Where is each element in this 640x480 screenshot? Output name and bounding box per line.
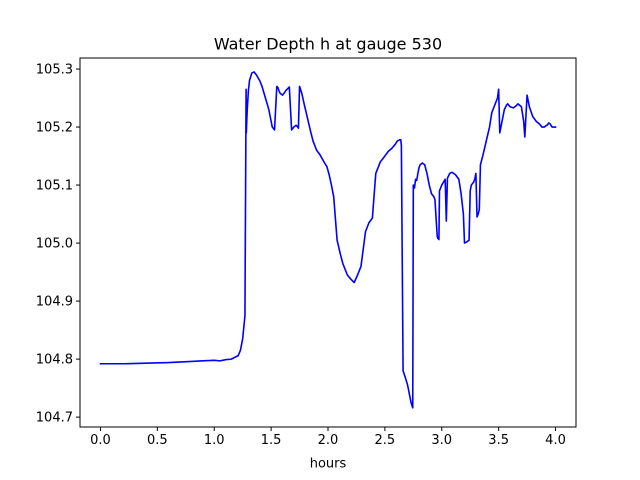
chart-title: Water Depth h at gauge 530 — [214, 35, 442, 54]
x-axis: 0.0 0.5 1.0 1.5 2.0 2.5 3.0 3.5 4.0 — [90, 427, 566, 448]
y-tick-label: 105.2 — [36, 121, 73, 136]
y-tick-label: 105.3 — [36, 63, 73, 78]
x-tick-label: 3.0 — [431, 433, 452, 448]
y-tick-label: 104.9 — [36, 295, 73, 310]
series-line-0 — [99, 71, 557, 409]
y-tick-label: 105.1 — [36, 179, 73, 194]
x-tick-label: 1.0 — [204, 433, 225, 448]
y-tick-label: 104.8 — [36, 353, 73, 368]
x-tick-label: 2.5 — [375, 433, 396, 448]
y-tick-label: 105.0 — [36, 237, 73, 252]
x-tick-label: 0.5 — [147, 433, 168, 448]
x-tick-label: 0.0 — [90, 433, 111, 448]
x-tick-label: 2.0 — [318, 433, 339, 448]
y-axis: 104.7 104.8 104.9 105.0 105.1 105.2 105.3 — [36, 63, 80, 426]
x-axis-label: hours — [310, 457, 347, 472]
series-layer — [99, 71, 557, 409]
x-tick-label: 3.5 — [488, 433, 509, 448]
x-tick-label: 1.5 — [261, 433, 282, 448]
x-tick-label: 4.0 — [545, 433, 566, 448]
y-tick-label: 104.7 — [36, 411, 73, 426]
